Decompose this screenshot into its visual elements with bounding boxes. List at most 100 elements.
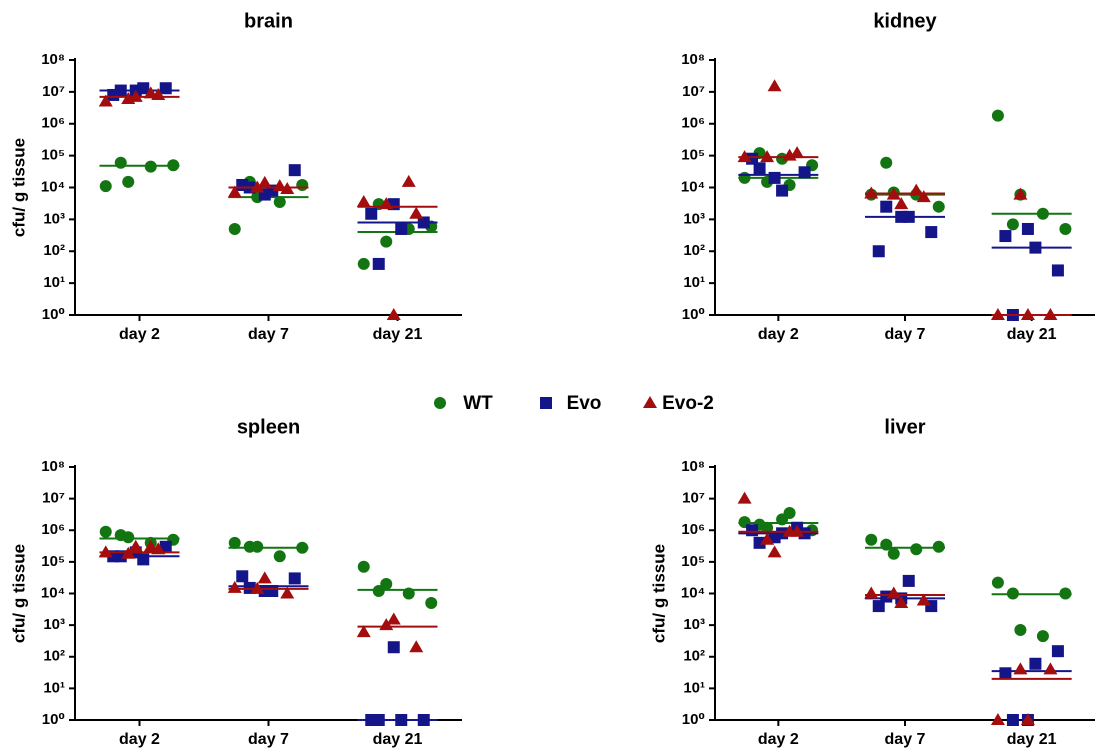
marker-circle [273,196,286,209]
marker-square [159,540,172,553]
x-tick-label: day 7 [885,731,926,748]
marker-triangle [760,532,775,545]
marker-triangle [782,148,797,161]
y-tick-label: 10² [683,242,705,259]
y-tick-label: 10⁰ [682,306,705,323]
y-tick-label: 10¹ [43,274,65,291]
marker-circle [144,160,157,173]
marker-triangle [1043,308,1058,320]
marker-triangle [886,586,901,599]
marker-square [159,82,172,95]
marker-circle [228,536,241,549]
y-tick-label: 10⁴ [681,178,705,195]
x-tick-label: day 21 [1007,326,1057,343]
marker-square [365,207,378,220]
marker-square [902,574,915,587]
marker-triangle [643,396,657,408]
marker-square [417,216,430,229]
x-tick-label: day 21 [373,326,423,343]
marker-circle [880,538,893,551]
marker-triangle [909,183,924,196]
marker-square [1029,241,1042,254]
x-tick-label: day 2 [758,326,799,343]
marker-square [1051,264,1064,277]
marker-circle [1014,624,1027,637]
y-axis-label: cfu/ g tissue [649,544,668,643]
marker-circle [434,397,446,409]
marker-triangle [386,308,401,320]
marker-square [540,397,552,409]
y-tick-label: 10¹ [683,274,705,291]
chart-title: kidney [873,10,937,32]
marker-triangle [894,197,909,210]
chart-title: liver [884,416,925,438]
marker-square [1051,645,1064,658]
marker-circle [425,597,438,610]
marker-triangle [894,596,909,609]
marker-triangle [409,206,424,219]
marker-square [288,164,301,177]
marker-square [776,184,789,197]
y-tick-label: 10⁵ [41,553,65,570]
marker-circle [1059,587,1072,600]
marker-triangle [379,618,394,631]
y-tick-label: 10⁴ [41,584,65,601]
marker-triangle [121,91,136,104]
marker-triangle [250,581,265,594]
y-tick-label: 10² [43,242,65,259]
chart-title: brain [244,10,293,32]
marker-triangle [272,179,287,192]
marker-triangle [143,86,158,99]
y-tick-label: 10³ [43,210,65,227]
y-tick-label: 10⁷ [42,490,65,507]
marker-circle [296,178,309,191]
marker-triangle [1020,308,1035,320]
y-tick-label: 10⁶ [41,115,65,132]
marker-square [746,524,759,537]
marker-circle [114,529,127,542]
marker-triangle [98,545,113,558]
y-tick-label: 10⁰ [42,711,65,728]
x-tick-label: day 2 [758,731,799,748]
marker-triangle [790,146,805,159]
y-tick-label: 10⁶ [681,521,705,538]
marker-circle [991,576,1004,589]
marker-triangle [782,524,797,537]
marker-triangle [1043,662,1058,675]
marker-triangle [128,539,143,552]
marker-square [395,714,408,726]
legend-label: Evo [567,393,602,414]
marker-circle [910,543,923,556]
y-tick-label: 10⁸ [41,51,65,68]
marker-circle [865,533,878,546]
marker-square [236,570,249,583]
marker-circle [99,525,112,538]
marker-triangle [1013,187,1028,200]
x-tick-label: day 21 [1007,731,1057,748]
y-tick-label: 10⁷ [682,83,705,100]
marker-square [768,531,781,544]
marker-triangle [990,308,1005,320]
y-tick-label: 10⁵ [681,147,705,164]
marker-circle [932,200,945,213]
marker-circle [887,547,900,560]
marker-square [107,88,120,101]
marker-circle [380,235,393,248]
marker-square [395,222,408,235]
y-tick-label: 10⁵ [681,553,705,570]
marker-triangle [250,180,265,193]
y-tick-label: 10³ [683,210,705,227]
marker-triangle [227,580,242,593]
y-tick-label: 10⁰ [682,711,705,728]
marker-circle [1006,587,1019,600]
marker-triangle [737,150,752,163]
marker-triangle [280,586,295,599]
y-tick-label: 10⁶ [681,115,705,132]
marker-circle [402,587,415,600]
y-tick-label: 10⁸ [681,458,705,475]
marker-triangle [386,612,401,625]
y-tick-label: 10⁷ [42,83,65,100]
chart-title: spleen [237,416,300,438]
